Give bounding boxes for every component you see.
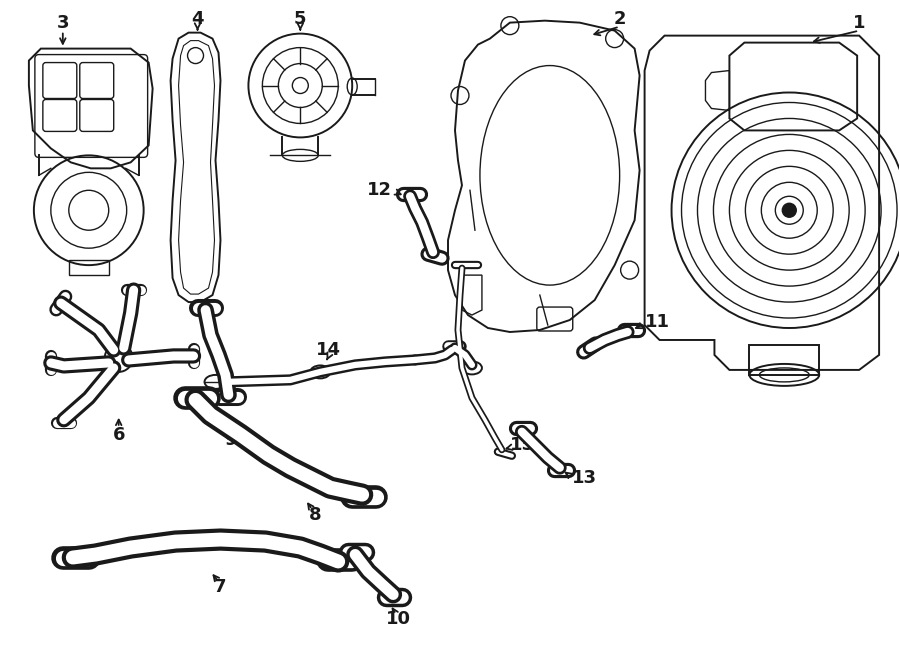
Text: 13: 13 xyxy=(572,469,597,486)
Text: 8: 8 xyxy=(309,506,321,524)
Text: 3: 3 xyxy=(57,14,69,32)
Text: 5: 5 xyxy=(294,10,307,28)
Text: 12: 12 xyxy=(367,181,392,200)
Text: 10: 10 xyxy=(385,610,410,629)
Text: 7: 7 xyxy=(214,578,227,596)
Text: 11: 11 xyxy=(644,313,670,331)
Text: 15: 15 xyxy=(510,436,535,453)
Text: 9: 9 xyxy=(224,431,237,449)
Text: 4: 4 xyxy=(192,10,203,28)
Text: 2: 2 xyxy=(614,10,626,28)
Text: 1: 1 xyxy=(853,14,866,32)
Text: 6: 6 xyxy=(112,426,125,444)
Text: 14: 14 xyxy=(316,341,341,359)
Circle shape xyxy=(782,204,796,217)
